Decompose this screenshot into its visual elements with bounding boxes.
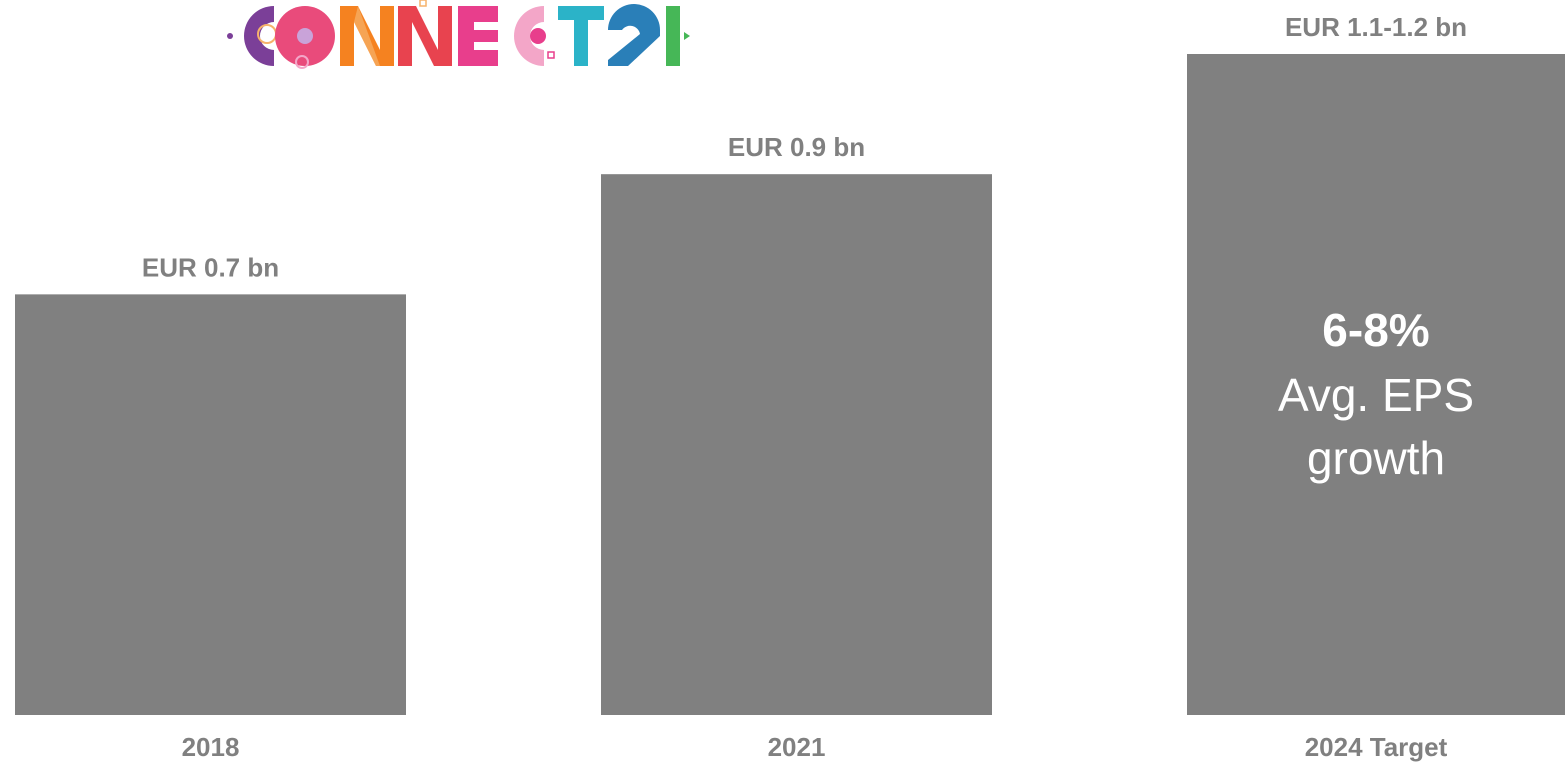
- category-label: 2018: [182, 732, 240, 762]
- category-label: 2021: [768, 732, 826, 762]
- bars-group: [15, 54, 1565, 715]
- logo-digit-1: [666, 6, 680, 66]
- logo-digit-2: [608, 4, 660, 66]
- value-label: EUR 0.7 bn: [142, 252, 279, 282]
- annotation-line-1: Avg. EPS: [1278, 369, 1474, 421]
- bar-2018: [15, 294, 406, 715]
- connect-21-logo: [227, 0, 690, 69]
- value-label: EUR 1.1-1.2 bn: [1285, 12, 1467, 42]
- annotation-highlight: 6-8%: [1322, 304, 1429, 356]
- bar-2024-target: [1187, 54, 1565, 715]
- logo-dot: [227, 33, 233, 39]
- value-label: EUR 0.9 bn: [728, 132, 865, 162]
- logo-letter-e: [458, 6, 498, 66]
- annotation-line-2: growth: [1307, 432, 1445, 484]
- bar-2021: [601, 174, 992, 715]
- bar-annotation: 6-8% Avg. EPS growth: [1278, 304, 1474, 484]
- category-labels-group: 2018 2021 2024 Target: [182, 732, 1448, 762]
- value-labels-group: EUR 0.7 bn EUR 0.9 bn EUR 1.1-1.2 bn: [142, 12, 1467, 282]
- logo-letter-n2: [398, 6, 452, 66]
- logo-letter-c2: [514, 6, 544, 66]
- category-label: 2024 Target: [1305, 732, 1448, 762]
